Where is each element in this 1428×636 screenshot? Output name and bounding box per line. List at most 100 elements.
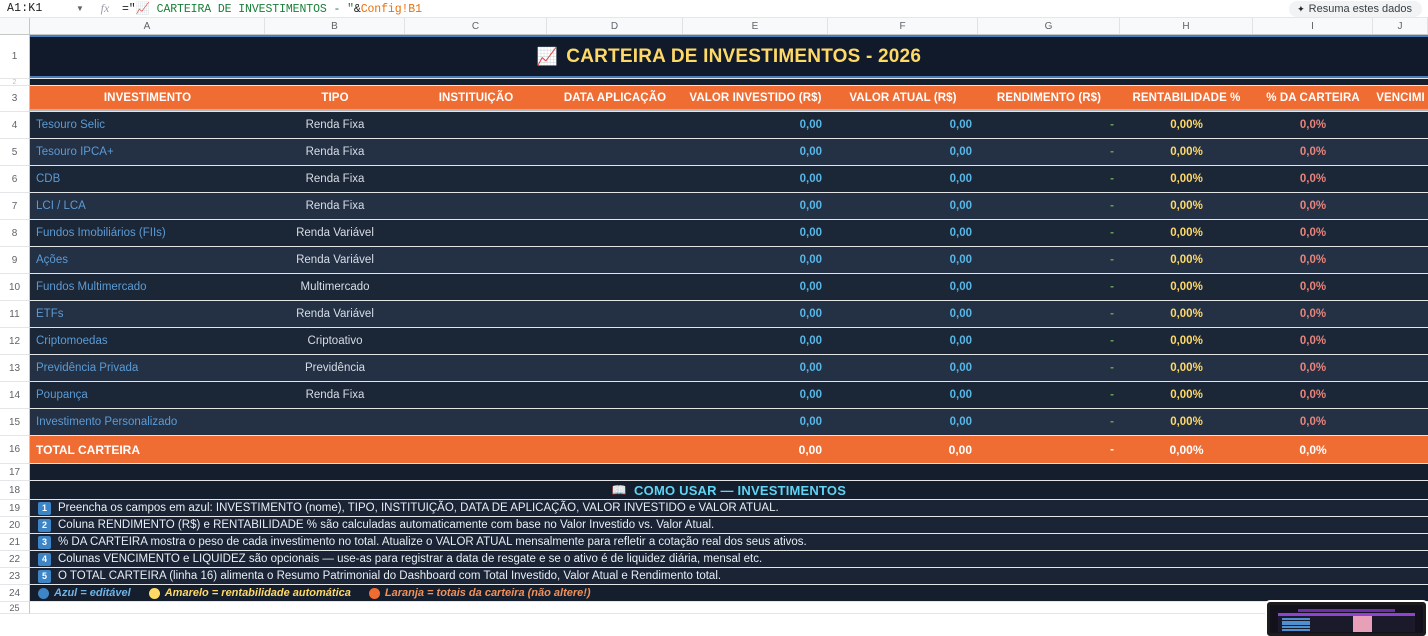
cell-investido[interactable]: 0,00 <box>799 281 822 293</box>
cell-instituicao[interactable] <box>405 355 547 381</box>
cell-data[interactable] <box>547 328 683 354</box>
row-number-15[interactable]: 15 <box>0 409 30 436</box>
cell-data[interactable] <box>547 247 683 273</box>
cell-tipo[interactable]: Renda Fixa <box>305 173 365 185</box>
cell-investido[interactable]: 0,00 <box>799 119 822 131</box>
cell-carteira[interactable]: 0,0% <box>1299 119 1327 131</box>
table-row[interactable]: 12 Criptomoedas Criptoativo 0,00 0,00 - 0,00% 0… <box>0 328 1428 355</box>
cell-rentabilidade[interactable]: 0,00% <box>1170 308 1203 320</box>
column-header-e[interactable]: E <box>683 18 828 34</box>
cell-atual[interactable]: 0,00 <box>949 416 972 428</box>
cell-atual[interactable]: 0,00 <box>949 254 972 266</box>
cell-rendimento[interactable]: - <box>1110 173 1114 185</box>
cell-carteira[interactable]: 0,0% <box>1299 416 1327 428</box>
cell-investido[interactable]: 0,00 <box>799 416 822 428</box>
cell-investido[interactable]: 0,00 <box>799 389 822 401</box>
cell-carteira[interactable]: 0,0% <box>1299 254 1327 266</box>
cell-investimento[interactable]: Ações <box>36 254 68 266</box>
row-number-22[interactable]: 22 <box>0 551 30 568</box>
row-number-10[interactable]: 10 <box>0 274 30 301</box>
cell-instituicao[interactable] <box>405 382 547 408</box>
cell-rendimento[interactable]: - <box>1110 389 1114 401</box>
table-row[interactable]: 15 Investimento Personalizado 0,00 0,00 - 0,0… <box>0 409 1428 436</box>
cell-investimento[interactable]: Previdência Privada <box>36 362 139 374</box>
select-all-corner[interactable] <box>0 18 30 34</box>
cell-investido[interactable]: 0,00 <box>799 362 822 374</box>
cell-data[interactable] <box>547 382 683 408</box>
formula-input[interactable]: ="📈 CARTEIRA DE INVESTIMENTOS - "&Config… <box>122 1 422 16</box>
column-header-d[interactable]: D <box>547 18 683 34</box>
row-number-24[interactable]: 24 <box>0 585 30 602</box>
cell-tipo[interactable]: Criptoativo <box>307 335 363 347</box>
row-number-1[interactable]: 1 <box>0 35 30 79</box>
row-number-20[interactable]: 20 <box>0 517 30 534</box>
cell-rendimento[interactable]: - <box>1110 335 1114 347</box>
row-number-19[interactable]: 19 <box>0 500 30 517</box>
cell-investido[interactable]: 0,00 <box>799 173 822 185</box>
cell-investimento[interactable]: Poupança <box>36 389 88 401</box>
cell-instituicao[interactable] <box>405 301 547 327</box>
cell-investido[interactable]: 0,00 <box>799 254 822 266</box>
cell-rendimento[interactable]: - <box>1110 200 1114 212</box>
cell-rentabilidade[interactable]: 0,00% <box>1170 416 1203 428</box>
cell-rendimento[interactable]: - <box>1110 362 1114 374</box>
row-number-23[interactable]: 23 <box>0 568 30 585</box>
cell-rentabilidade[interactable]: 0,00% <box>1170 362 1203 374</box>
cell-investimento[interactable]: Investimento Personalizado <box>36 416 178 428</box>
cell-instituicao[interactable] <box>405 112 547 138</box>
cell-instituicao[interactable] <box>405 409 547 435</box>
cell-atual[interactable]: 0,00 <box>949 389 972 401</box>
row-number-17[interactable]: 17 <box>0 464 30 481</box>
row-number-18[interactable]: 18 <box>0 481 30 500</box>
row-number-6[interactable]: 6 <box>0 166 30 193</box>
cell-vencimento[interactable] <box>1373 166 1428 192</box>
cell-rentabilidade[interactable]: 0,00% <box>1170 335 1203 347</box>
cell-atual[interactable]: 0,00 <box>949 308 972 320</box>
column-header-i[interactable]: I <box>1253 18 1373 34</box>
row-number-21[interactable]: 21 <box>0 534 30 551</box>
cell-rentabilidade[interactable]: 0,00% <box>1170 173 1203 185</box>
cell-rendimento[interactable]: - <box>1110 281 1114 293</box>
cell-tipo[interactable]: Renda Fixa <box>305 389 365 401</box>
cell-tipo[interactable] <box>265 409 405 435</box>
row-number-16[interactable]: 16 <box>0 436 30 464</box>
cell-rendimento[interactable]: - <box>1110 227 1114 239</box>
cell-carteira[interactable]: 0,0% <box>1299 146 1327 158</box>
cell-rentabilidade[interactable]: 0,00% <box>1170 281 1203 293</box>
cell-tipo[interactable]: Renda Variável <box>296 227 374 239</box>
cell-tipo[interactable]: Renda Fixa <box>305 200 365 212</box>
table-row[interactable]: 5 Tesouro IPCA+ Renda Fixa 0,00 0,00 - 0,00% 0,… <box>0 139 1428 166</box>
table-row[interactable]: 6 CDB Renda Fixa 0,00 0,00 - 0,00% 0,0% <box>0 166 1428 193</box>
cell-carteira[interactable]: 0,0% <box>1299 200 1327 212</box>
table-row[interactable]: 13 Previdência Privada Previdência 0,00 0,00… <box>0 355 1428 382</box>
cell-tipo[interactable]: Renda Variável <box>296 308 374 320</box>
cell-vencimento[interactable] <box>1373 139 1428 165</box>
cell-vencimento[interactable] <box>1373 301 1428 327</box>
row-number-4[interactable]: 4 <box>0 112 30 139</box>
cell-rentabilidade[interactable]: 0,00% <box>1170 227 1203 239</box>
preview-thumbnail-popup[interactable] <box>1265 600 1428 636</box>
cell-tipo[interactable]: Previdência <box>304 362 366 374</box>
cell-instituicao[interactable] <box>405 193 547 219</box>
cell-investido[interactable]: 0,00 <box>799 308 822 320</box>
cell-investido[interactable]: 0,00 <box>799 146 822 158</box>
cell-tipo[interactable]: Renda Variável <box>296 254 374 266</box>
cell-rentabilidade[interactable]: 0,00% <box>1170 254 1203 266</box>
row-number-7[interactable]: 7 <box>0 193 30 220</box>
row-number-13[interactable]: 13 <box>0 355 30 382</box>
cell-instituicao[interactable] <box>405 328 547 354</box>
row-number-14[interactable]: 14 <box>0 382 30 409</box>
name-box[interactable]: A1:K1 <box>7 2 43 15</box>
cell-investimento[interactable]: Tesouro Selic <box>36 119 106 131</box>
cell-atual[interactable]: 0,00 <box>949 146 972 158</box>
cell-investimento[interactable]: CDB <box>36 173 61 185</box>
cell-instituicao[interactable] <box>405 166 547 192</box>
row-number-8[interactable]: 8 <box>0 220 30 247</box>
cell-rendimento[interactable]: - <box>1110 308 1114 320</box>
cell-rendimento[interactable]: - <box>1110 146 1114 158</box>
cell-tipo[interactable]: Renda Fixa <box>305 119 365 131</box>
column-header-a[interactable]: A <box>30 18 265 34</box>
cell-carteira[interactable]: 0,0% <box>1299 227 1327 239</box>
cell-investimento[interactable]: Fundos Imobiliários (FIIs) <box>36 227 166 239</box>
row-number-3[interactable]: 3 <box>0 86 30 112</box>
